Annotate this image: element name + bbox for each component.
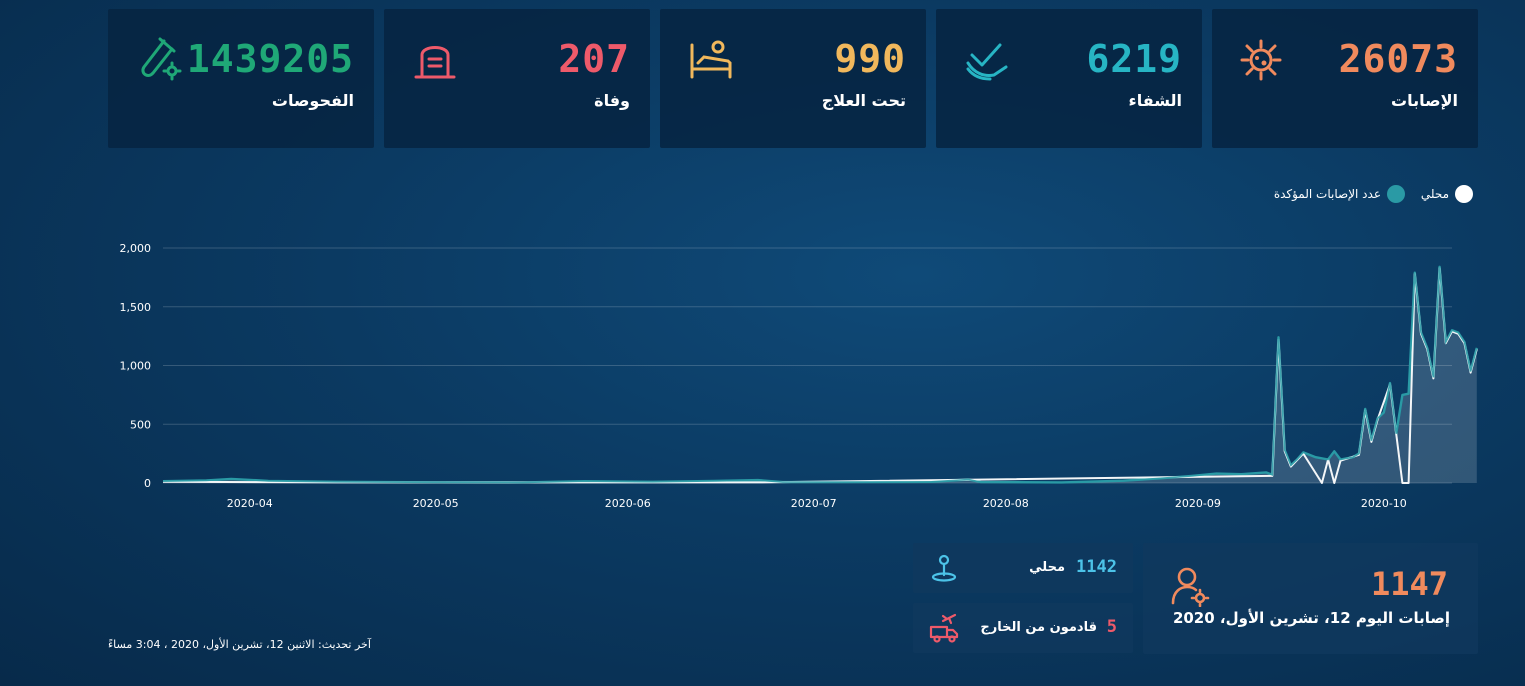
legend-label-local: محلي: [1420, 187, 1449, 201]
abroad-cases-tile: 5 قادمون من الخارج: [913, 603, 1133, 653]
stats-row: 26073 الإصابات 6219 الشفاء 990 تحت العلا…: [108, 9, 1478, 148]
y-tick-label: 0: [144, 477, 151, 490]
stat-card-deaths: 207 وفاة: [384, 9, 650, 148]
stat-card-cases: 26073 الإصابات: [1212, 9, 1478, 148]
x-tick-label: 2020-06: [605, 497, 651, 510]
tests-label: الفحوصات: [271, 91, 354, 110]
test-tube-icon: [141, 37, 182, 81]
x-tick-label: 2020-10: [1361, 497, 1407, 510]
user-gear-icon: [1171, 567, 1210, 607]
map-pin-icon: [931, 554, 957, 582]
today-cases-tile: 1147 إصابات اليوم 12، تشرين الأول، 2020: [1143, 543, 1478, 654]
treatment-value: 990: [834, 37, 906, 81]
local-cases-value: 1142: [1076, 557, 1117, 577]
cases-chart: 0 500 1,000 1,500 2,000 2020-04 2020-05 2020-06…: [108, 228, 1478, 528]
x-tick-label: 2020-07: [791, 497, 837, 510]
recovered-value: 6219: [1086, 37, 1182, 81]
tests-value: 1439205: [186, 37, 354, 81]
deaths-value: 207: [558, 37, 630, 81]
abroad-cases-value: 5: [1106, 617, 1117, 637]
today-cases-label: إصابات اليوم 12، تشرين الأول، 2020: [1172, 609, 1450, 627]
virus-icon: [1240, 39, 1282, 81]
stat-card-tests: 1439205 الفحوصات: [108, 9, 374, 148]
recovered-label: الشفاء: [1128, 91, 1182, 110]
x-tick-label: 2020-04: [227, 497, 273, 510]
stat-card-recovered: 6219 الشفاء: [936, 9, 1202, 148]
x-tick-label: 2020-08: [983, 497, 1029, 510]
last-update-text: آخر تحديث: الاثنين 12، تشرين الأول، 2020…: [108, 638, 371, 651]
stat-card-treatment: 990 تحت العلاج: [660, 9, 926, 148]
legend-dot-confirmed: [1387, 185, 1405, 203]
deaths-label: وفاة: [594, 91, 630, 110]
confirmed-series-overlay: [162, 266, 1478, 484]
today-cases-value: 1147: [1370, 565, 1448, 603]
y-tick-label: 1,000: [120, 360, 152, 373]
cases-label: الإصابات: [1391, 91, 1458, 110]
airplane-truck-icon: [929, 613, 959, 643]
hospital-bed-icon: [690, 40, 732, 79]
treatment-label: تحت العلاج: [821, 91, 906, 110]
x-tick-label: 2020-05: [413, 497, 459, 510]
chart-legend: محلي عدد الإصابات المؤكدة: [1263, 183, 1473, 205]
cases-chart-svg: 0 500 1,000 1,500 2,000 2020-04 2020-05 2020-06…: [120, 242, 1478, 510]
legend-dot-local: [1455, 185, 1473, 203]
abroad-cases-label: قادمون من الخارج: [980, 620, 1097, 635]
x-tick-label: 2020-09: [1175, 497, 1221, 510]
y-tick-label: 500: [130, 418, 151, 431]
y-tick-label: 2,000: [120, 242, 152, 255]
legend-item-confirmed[interactable]: عدد الإصابات المؤكدة: [1274, 183, 1405, 205]
y-tick-label: 1,500: [120, 301, 152, 314]
confirmed-area: [163, 266, 1477, 483]
tombstone-icon: [414, 46, 456, 79]
legend-item-local[interactable]: محلي: [1421, 183, 1473, 205]
cases-value: 26073: [1338, 37, 1458, 81]
legend-label-confirmed: عدد الإصابات المؤكدة: [1273, 187, 1381, 201]
hand-check-icon: [966, 43, 1008, 81]
local-cases-tile: 1142 محلي: [913, 543, 1133, 593]
local-cases-label: محلي: [1029, 560, 1065, 575]
